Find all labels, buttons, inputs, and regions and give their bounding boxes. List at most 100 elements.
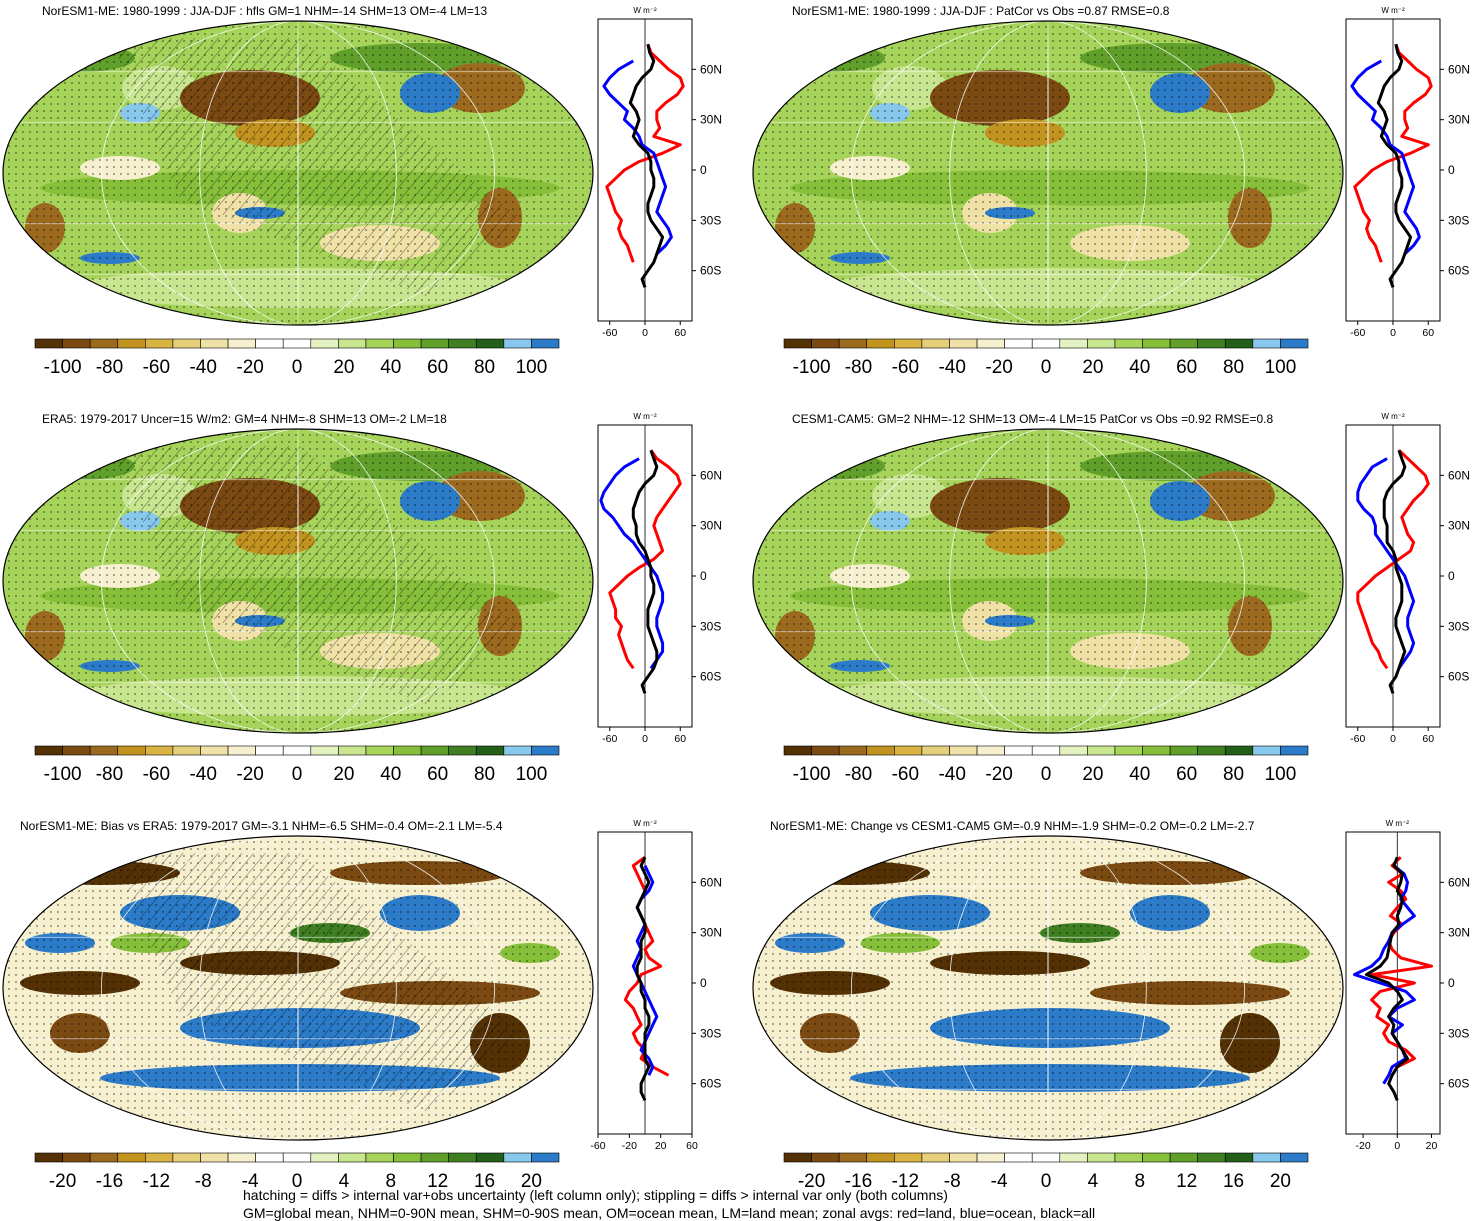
colorbar-swatch (1059, 1152, 1088, 1163)
colorbar-swatch (531, 745, 560, 756)
colorbar-swatch (921, 1152, 950, 1163)
lat-tick-label: 60N (700, 875, 722, 889)
colorbar-tick-label: -60 (143, 357, 170, 378)
colorbar-swatch (448, 338, 477, 349)
colorbar-swatch (365, 1152, 394, 1163)
colorbar-swatch (1114, 1152, 1143, 1163)
colorbar-swatch (1169, 338, 1198, 349)
colorbar-swatch (420, 338, 449, 349)
colorbar-tick-label: 100 (516, 357, 548, 378)
graticule-meridian (199, 429, 397, 733)
graticule-meridian (949, 21, 1147, 325)
zonal-x-tick-label: -60 (590, 1140, 605, 1152)
zonal-ocean-line (1356, 457, 1416, 670)
colorbar-swatch (1004, 338, 1033, 349)
colorbar-swatch (1031, 1152, 1061, 1163)
lat-tick-label: 30S (700, 619, 721, 633)
colorbar-swatch (1142, 338, 1171, 349)
colorbar-swatch (282, 1152, 312, 1163)
colorbar-tick-label: -4 (991, 1171, 1008, 1192)
colorbar-tick-label: 100 (516, 764, 548, 785)
zonal-x-tick-label: 20 (655, 1140, 667, 1152)
colorbar-tick-label: 20 (333, 764, 354, 785)
lat-tick-label: 60S (1448, 264, 1469, 278)
zonal-panel-4: W m⁻² -60 0 60 60N 30N 0 30S 60S (1345, 412, 1470, 745)
colorbar-swatch (503, 338, 532, 349)
lat-tick-label: 30N (1448, 926, 1470, 940)
colorbar-swatch (783, 745, 812, 756)
colorbar-swatch (783, 338, 812, 349)
graticule-meridian (100, 836, 496, 1140)
colorbar-swatch (811, 1152, 840, 1163)
colorbar-tick-label: -20 (236, 357, 263, 378)
colorbar-tick-label: -8 (195, 1171, 212, 1192)
colorbar-tick-label: -80 (845, 764, 872, 785)
colorbar-swatch (89, 1152, 119, 1163)
graticule-meridian (100, 429, 496, 733)
colorbar-tick-label: 40 (1129, 357, 1150, 378)
colorbar-tick-label: 0 (1041, 357, 1052, 378)
colorbar-tick-label: 16 (474, 1171, 495, 1192)
colorbar-swatch (949, 1152, 978, 1163)
zonal-x-tick-label: -60 (602, 733, 617, 745)
colorbar-tick-label: 12 (427, 1171, 448, 1192)
lat-tick-label: 30N (1448, 519, 1470, 533)
colorbar-swatch (89, 338, 119, 349)
colorbar-tick-label: -40 (938, 764, 965, 785)
colorbar-swatch (475, 1152, 505, 1163)
colorbar-swatch (531, 338, 560, 349)
colorbar-swatch (949, 338, 978, 349)
map-field (3, 836, 593, 1140)
map-title-4: CESM1-CAM5: GM=2 NHM=-12 SHM=13 OM=-4 LM… (792, 412, 1274, 426)
colorbar-swatch (949, 745, 978, 756)
colorbar-swatch (1280, 745, 1309, 756)
zonal-ocean-line (599, 457, 665, 670)
colorbar-tick-label: -4 (242, 1171, 259, 1192)
zonal-x-tick-label: -60 (1350, 733, 1365, 745)
lat-tick-label: 30S (1448, 213, 1469, 227)
lat-tick-label: 60S (700, 670, 721, 684)
colorbar-swatch (200, 338, 229, 349)
map-field (3, 21, 593, 325)
colorbar-tick-label: -20 (236, 764, 263, 785)
colorbar-tick-label: -100 (793, 357, 831, 378)
zonal-land-line (605, 43, 685, 263)
colorbar-swatch (310, 745, 339, 756)
colorbar-swatch (1197, 1152, 1226, 1163)
map-title-3: ERA5: 1979-2017 Uncer=15 W/m2: GM=4 NHM=… (42, 412, 447, 426)
colorbar-swatch (200, 1152, 229, 1163)
map-panel-6 (752, 835, 1344, 1141)
colorbar-tick-label: 100 (1265, 764, 1297, 785)
colorbar-2: -100 -80 -60 -40 -20 0 20 40 60 80 100 (783, 338, 1309, 378)
lat-tick-label: 0 (700, 976, 707, 990)
colorbar-swatch (1169, 745, 1198, 756)
colorbar-tick-label: 20 (1082, 357, 1103, 378)
map-outline (752, 20, 1344, 326)
zonal-unit-label: W m⁻² (1386, 819, 1410, 828)
map-field (753, 429, 1343, 733)
colorbar-tick-label: 0 (1041, 764, 1052, 785)
colorbar-tick-label: 60 (427, 357, 448, 378)
map-field (753, 836, 1343, 1140)
colorbar-swatch (1252, 745, 1281, 756)
lat-tick-label: 60N (700, 62, 722, 76)
zonal-x-tick-label: -60 (602, 327, 617, 339)
hatching-overlay (110, 38, 520, 298)
graticule-meridian (850, 21, 1246, 325)
colorbar-swatch (1197, 338, 1226, 349)
colorbar-swatch (1004, 1152, 1033, 1163)
colorbar-tick-label: -40 (189, 764, 216, 785)
colorbar-swatch (310, 338, 339, 349)
colorbar-swatch (894, 1152, 923, 1163)
colorbar-swatch (117, 745, 146, 756)
colorbar-swatch (976, 338, 1005, 349)
zonal-unit-label: W m⁻² (633, 412, 657, 421)
colorbar-swatch (838, 1152, 868, 1163)
graticule-meridian (199, 21, 397, 325)
colorbar-swatch (89, 745, 119, 756)
colorbar-tick-label: -60 (892, 764, 919, 785)
lat-tick-label: 30S (700, 1026, 721, 1040)
colorbar-tick-label: -20 (49, 1171, 76, 1192)
colorbar-swatch (62, 338, 91, 349)
footnote-hatching: hatching = diffs > internal var+obs unce… (243, 1187, 948, 1203)
